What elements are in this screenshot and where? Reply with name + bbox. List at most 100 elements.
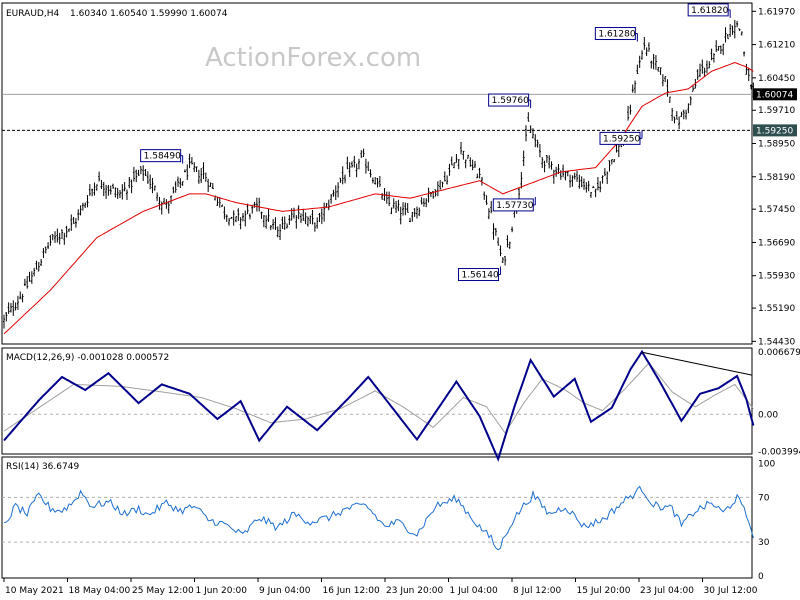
price-axis-label: 1.55930 bbox=[758, 272, 795, 282]
candle bbox=[606, 171, 609, 184]
candle bbox=[650, 60, 653, 69]
macd-pane-frame bbox=[1, 347, 753, 455]
candle bbox=[288, 215, 291, 225]
candle bbox=[511, 226, 514, 233]
candle bbox=[596, 176, 599, 191]
candle bbox=[439, 180, 442, 190]
candle bbox=[223, 206, 226, 220]
candle bbox=[701, 59, 704, 74]
candle bbox=[525, 125, 527, 142]
candle bbox=[395, 200, 398, 214]
candle bbox=[745, 63, 748, 75]
candle bbox=[42, 248, 45, 259]
time-axis-label: 23 Jul 04:00 bbox=[640, 586, 694, 596]
candle bbox=[98, 171, 101, 182]
candle bbox=[738, 28, 741, 31]
candle bbox=[610, 159, 613, 165]
candle bbox=[552, 169, 555, 184]
candle bbox=[95, 184, 98, 191]
candle bbox=[576, 170, 579, 182]
candle bbox=[116, 188, 119, 199]
candle bbox=[179, 178, 182, 189]
candle bbox=[608, 160, 611, 172]
candle bbox=[241, 212, 244, 222]
candle bbox=[334, 185, 337, 201]
candle bbox=[258, 197, 261, 212]
candle bbox=[165, 199, 168, 209]
candle bbox=[490, 200, 493, 214]
label-box bbox=[140, 149, 182, 163]
candle bbox=[634, 80, 637, 94]
candle bbox=[348, 162, 351, 178]
candle bbox=[731, 25, 734, 35]
candle bbox=[455, 154, 458, 164]
candle bbox=[40, 258, 43, 267]
candle bbox=[719, 45, 722, 54]
candle bbox=[413, 208, 416, 217]
candle bbox=[501, 257, 504, 263]
candle bbox=[153, 185, 156, 191]
candle bbox=[402, 202, 405, 216]
candle bbox=[441, 181, 444, 188]
candle bbox=[58, 232, 61, 245]
candle bbox=[589, 191, 592, 198]
candle bbox=[265, 215, 268, 229]
candle bbox=[119, 189, 121, 198]
candle bbox=[327, 199, 330, 211]
label-value: 1.58490 bbox=[144, 152, 181, 162]
candle bbox=[207, 178, 210, 192]
candle bbox=[255, 197, 258, 212]
candle bbox=[26, 276, 29, 289]
candle bbox=[390, 207, 393, 215]
candle bbox=[7, 302, 10, 314]
time-axis-label: 1 Jun 20:00 bbox=[196, 586, 248, 596]
time-axis-label: 16 Jun 12:00 bbox=[323, 586, 380, 596]
candle bbox=[132, 166, 135, 182]
rsi-axis-label: 70 bbox=[758, 493, 770, 503]
candle bbox=[404, 202, 407, 216]
candle bbox=[673, 116, 676, 124]
candle bbox=[613, 159, 616, 163]
rsi-line bbox=[3, 485, 754, 551]
candle bbox=[420, 197, 423, 205]
candle bbox=[376, 177, 379, 188]
candle bbox=[49, 235, 52, 246]
candle bbox=[355, 163, 358, 178]
time-axis-label: 25 May 12:00 bbox=[132, 586, 194, 596]
candle bbox=[587, 180, 590, 192]
candle bbox=[367, 161, 370, 171]
candle bbox=[177, 176, 179, 187]
candle bbox=[383, 188, 386, 201]
candle bbox=[228, 217, 231, 226]
candle bbox=[130, 179, 133, 194]
price-label: 1.57730 bbox=[492, 196, 536, 212]
candle bbox=[647, 42, 650, 52]
candle bbox=[283, 216, 286, 230]
candle bbox=[121, 184, 124, 200]
candle bbox=[172, 186, 175, 194]
candle bbox=[174, 181, 177, 193]
candle bbox=[703, 67, 706, 78]
candle bbox=[434, 189, 437, 197]
candle bbox=[562, 164, 565, 178]
candle bbox=[47, 242, 50, 249]
price-label: 1.59760 bbox=[488, 93, 532, 109]
candle bbox=[569, 174, 572, 188]
candle bbox=[200, 167, 203, 183]
candle bbox=[51, 233, 54, 241]
candle bbox=[385, 191, 388, 204]
candle bbox=[351, 161, 353, 168]
candle bbox=[23, 278, 26, 287]
candle bbox=[128, 176, 131, 189]
candle bbox=[286, 223, 289, 229]
candle bbox=[548, 155, 551, 169]
candle bbox=[369, 169, 372, 178]
candle bbox=[112, 183, 115, 189]
price-axis-label: 1.58950 bbox=[758, 140, 795, 150]
price-axis-label: 1.57450 bbox=[758, 205, 795, 215]
candle bbox=[56, 228, 59, 243]
candle bbox=[151, 177, 154, 194]
candle bbox=[388, 191, 391, 207]
candle bbox=[631, 84, 634, 93]
current-price-tag: 1.60074 bbox=[753, 88, 797, 101]
